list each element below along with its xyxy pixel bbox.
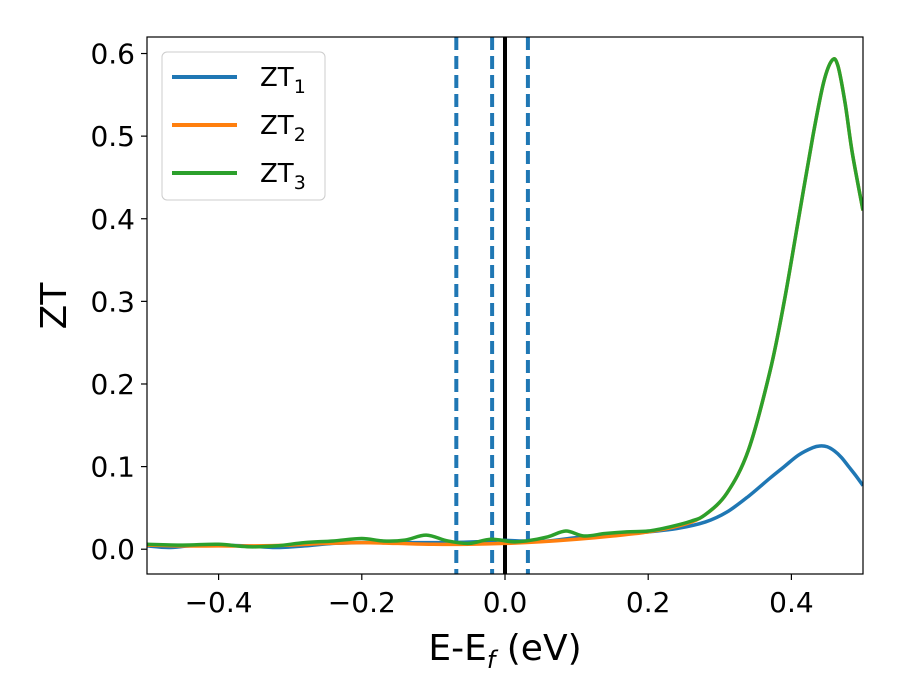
x-axis-label: E-Ef (eV) bbox=[428, 628, 581, 674]
x-tick-label: 0.0 bbox=[483, 586, 528, 619]
x-axis-ticks: −0.4 −0.2 0.0 0.2 0.4 bbox=[185, 574, 814, 619]
y-tick-label: 0.2 bbox=[90, 368, 135, 401]
x-tick-label: −0.2 bbox=[328, 586, 396, 619]
y-tick-label: 0.0 bbox=[90, 533, 135, 566]
legend-label-zt1: ZT1 bbox=[260, 63, 306, 98]
y-tick-label: 0.1 bbox=[90, 451, 135, 484]
series-group bbox=[147, 57, 863, 550]
legend-label-zt2: ZT2 bbox=[260, 111, 306, 146]
y-tick-label: 0.4 bbox=[90, 203, 135, 236]
legend-label-zt3: ZT3 bbox=[260, 159, 306, 194]
legend: ZT1 ZT2 ZT3 bbox=[161, 51, 326, 201]
x-tick-label: −0.4 bbox=[185, 586, 253, 619]
y-axis-ticks: 0.0 0.1 0.2 0.3 0.4 0.5 0.6 bbox=[90, 38, 147, 566]
x-tick-label: 0.4 bbox=[769, 586, 814, 619]
y-tick-label: 0.6 bbox=[90, 38, 135, 71]
y-tick-label: 0.3 bbox=[90, 285, 135, 318]
y-axis-label: ZT bbox=[34, 282, 75, 330]
y-tick-label: 0.5 bbox=[90, 120, 135, 153]
reference-lines bbox=[454, 37, 530, 574]
legend-box bbox=[161, 51, 326, 201]
series-line-zt3 bbox=[147, 57, 863, 549]
x-tick-label: 0.2 bbox=[626, 586, 671, 619]
